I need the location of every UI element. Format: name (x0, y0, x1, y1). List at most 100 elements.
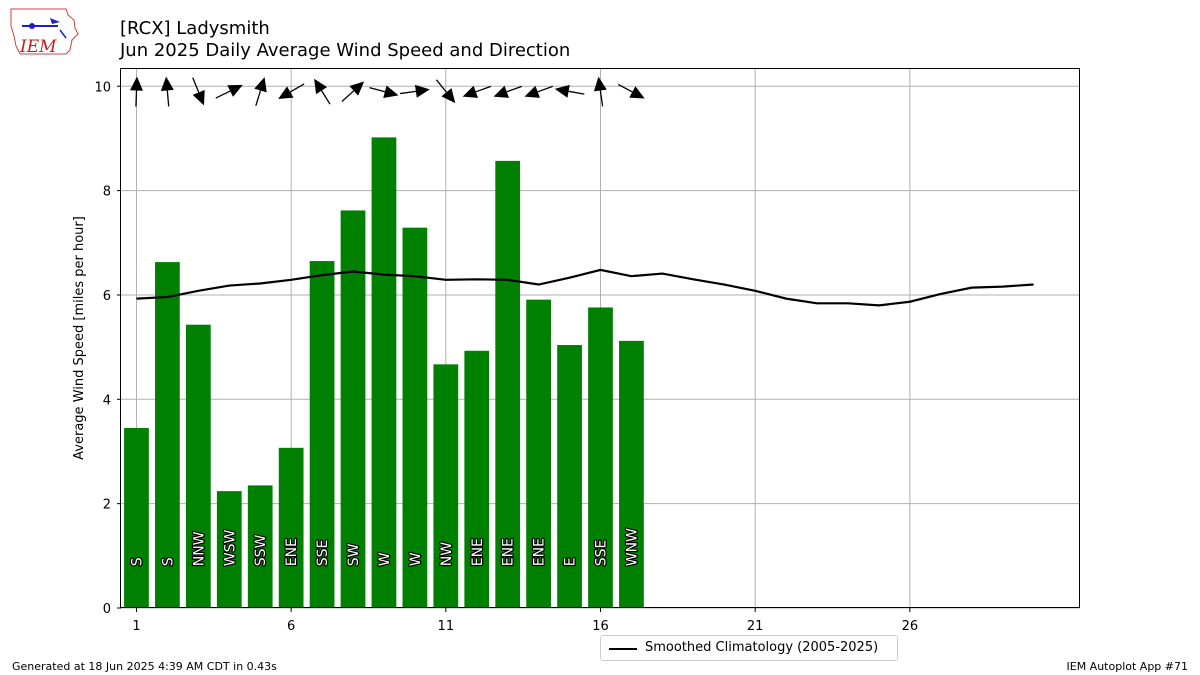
wind-arrow-shaft (399, 90, 416, 95)
direction-label: W (377, 552, 393, 566)
wind-arrow-head (554, 84, 570, 98)
wind-arrow-shaft (135, 90, 138, 107)
y-tick-label: 4 (103, 393, 111, 408)
wind-direction-arrow (435, 79, 456, 104)
direction-label: WSW (222, 530, 238, 567)
chart-title: Jun 2025 Daily Average Wind Speed and Di… (120, 40, 571, 61)
x-tick-label: 26 (902, 619, 919, 634)
direction-label: ENE (470, 538, 486, 566)
wind-arrow-head (254, 77, 267, 93)
wind-speed-bar (216, 491, 242, 608)
direction-label: ENE (532, 538, 548, 566)
direction-labels: S S NNW WSW SSW ENE SSE SW W W NW ENE ENE ENE E SSE WNW (128, 527, 641, 568)
climatology-line (136, 268, 1034, 307)
wind-arrow-shaft (537, 85, 553, 93)
legend-line-swatch (609, 648, 637, 650)
wind-speed-bar (619, 340, 644, 608)
wind-direction-arrow (192, 77, 205, 106)
wind-arrow-shaft (435, 79, 447, 93)
x-tick-label: 6 (287, 619, 295, 634)
wind-arrow-head (441, 88, 456, 104)
wind-arrow-head (278, 86, 294, 99)
wind-arrow-head (629, 86, 645, 99)
wind-speed-bar (588, 307, 613, 608)
direction-label: SSE (594, 540, 610, 567)
legend: Smoothed Climatology (2005-2025) (600, 635, 898, 661)
direction-label: E (563, 557, 579, 566)
direction-label: S (160, 557, 176, 566)
wind-speed-bar (526, 299, 552, 608)
wind-direction-arrow (617, 83, 645, 99)
wind-arrow-head (349, 81, 365, 96)
wind-speed-bar (155, 262, 180, 608)
direction-label: SSW (253, 534, 269, 566)
y-tick-label: 8 (103, 185, 111, 200)
y-axis-label: Average Wind Speed [miles per hour] (72, 216, 87, 460)
x-tick-label: 1 (132, 619, 140, 634)
iem-logo: IEM (8, 6, 80, 58)
y-tick-label: 2 (103, 498, 111, 513)
wind-direction-arrow (215, 84, 243, 99)
footer-app: IEM Autoplot App #71 (1066, 660, 1189, 673)
wind-direction-arrow (462, 85, 492, 98)
x-tick-label: 11 (438, 619, 455, 634)
chart-title-station: [RCX] Ladysmith (120, 18, 270, 39)
wind-direction-arrow (369, 85, 399, 99)
wind-direction-arrow (524, 85, 553, 98)
wind-arrow-shaft (617, 83, 633, 93)
wind-arrow-head (414, 84, 430, 98)
y-tick-label: 0 (103, 602, 111, 617)
direction-label: SSE (315, 540, 331, 567)
plot-frame (120, 68, 1080, 608)
wind-speed-bar (557, 345, 582, 608)
wind-arrow-shaft (369, 86, 386, 93)
wind-arrow-shaft (506, 85, 523, 93)
wind-arrow-shaft (341, 90, 355, 102)
wind-direction-arrow (278, 83, 305, 99)
wind-arrow-shaft (192, 77, 200, 93)
wind-speed-bar (433, 364, 459, 608)
wind-arrow-head (227, 84, 243, 97)
direction-label: S (129, 557, 145, 566)
footer-generated: Generated at 18 Jun 2025 4:39 AM CDT in … (12, 660, 277, 673)
wind-direction-arrow (254, 77, 267, 107)
wind-arrow-head (383, 85, 399, 99)
wind-speed-bar (278, 447, 304, 608)
wind-arrow-head (314, 78, 328, 95)
wind-arrow-shaft (475, 85, 492, 93)
wind-direction-arrow (554, 84, 585, 98)
wind-direction-arrow (399, 84, 430, 98)
wind-direction-arrow (341, 81, 365, 102)
wind-arrow-shaft (215, 90, 231, 99)
wind-speed-bar (402, 227, 428, 609)
wind-speed-bar (309, 261, 335, 608)
wind-arrow-shaft (599, 90, 604, 107)
wind-speed-bar (247, 485, 273, 608)
direction-label: WNW (624, 528, 640, 566)
wind-arrow-head (192, 89, 205, 106)
wind-speed-bar (124, 428, 149, 608)
bars (124, 137, 644, 609)
wind-arrow-shaft (320, 90, 331, 105)
wind-speed-bar (464, 350, 490, 608)
y-tick-label: 6 (103, 289, 111, 304)
wind-direction-arrow (130, 76, 143, 107)
wind-arrow-shaft (166, 90, 170, 107)
wind-speed-bar (340, 210, 366, 608)
direction-label: NNW (191, 531, 207, 566)
wind-direction-arrow (314, 78, 331, 105)
wind-arrow-head (462, 85, 479, 98)
wind-arrow-shaft (289, 83, 305, 93)
x-tick-label: 16 (592, 619, 609, 634)
direction-label: W (408, 552, 424, 566)
wind-direction-arrow (593, 76, 607, 107)
direction-label: SW (346, 543, 362, 566)
legend-label: Smoothed Climatology (2005-2025) (645, 640, 879, 655)
climatology-series (136, 268, 1034, 307)
wind-arrow-head (524, 85, 540, 98)
direction-label: ENE (501, 538, 517, 566)
wind-speed-bar (185, 324, 211, 608)
wind-speed-bar (495, 160, 521, 608)
